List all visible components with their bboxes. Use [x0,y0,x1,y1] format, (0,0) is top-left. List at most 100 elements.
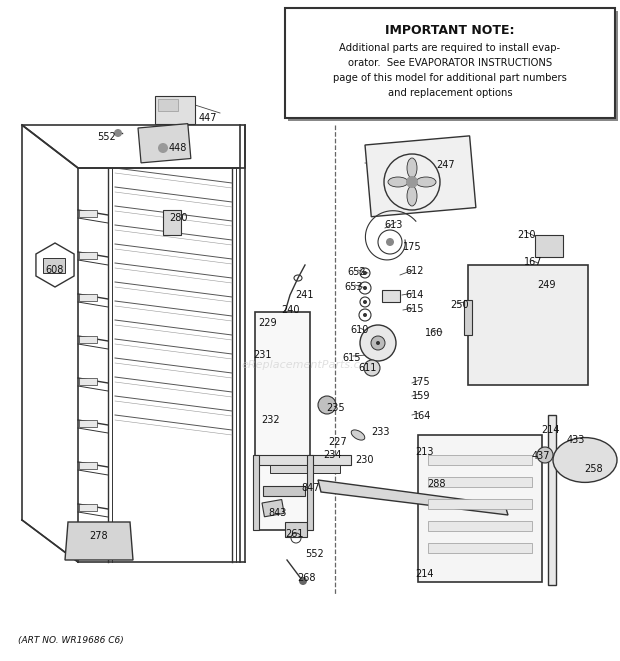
Circle shape [299,577,307,585]
Bar [285,522,307,537]
Bar [428,499,532,509]
Text: 437: 437 [532,451,551,461]
Bar [79,294,97,301]
Bar [288,11,618,121]
Bar [468,265,588,385]
Text: 261: 261 [286,529,304,539]
Text: 233: 233 [371,427,389,437]
Text: 612: 612 [405,266,424,276]
Text: 615: 615 [405,304,424,314]
Text: orator.  See EVAPORATOR INSTRUCTIONS: orator. See EVAPORATOR INSTRUCTIONS [348,58,552,68]
Text: Additional parts are required to install evap-: Additional parts are required to install… [339,43,560,53]
Bar [428,477,532,487]
Polygon shape [65,522,133,560]
Bar [464,300,472,335]
Text: 448: 448 [169,143,187,153]
Text: 552: 552 [97,132,117,142]
Bar [535,235,563,257]
Bar [262,500,284,517]
Text: 234: 234 [323,450,341,460]
Bar [285,8,615,118]
Bar [79,420,97,427]
Text: 214: 214 [415,569,433,579]
Text: 613: 613 [385,220,403,230]
Text: page of this model for additional part numbers: page of this model for additional part n… [333,73,567,83]
Bar [270,465,340,473]
Bar [79,504,97,511]
Bar [428,455,532,465]
Circle shape [371,336,385,350]
Bar [256,455,351,465]
Bar [548,415,556,585]
Bar [365,136,476,217]
Circle shape [537,447,553,463]
Text: 608: 608 [46,265,64,275]
Bar [138,124,191,163]
Text: 250: 250 [451,300,469,310]
Bar [79,378,97,385]
Text: 160: 160 [425,328,443,338]
Bar [163,210,181,235]
Text: 213: 213 [415,447,433,457]
Text: 164: 164 [413,411,431,421]
Text: 227: 227 [329,437,347,447]
Text: 280: 280 [169,213,187,223]
Text: 843: 843 [269,508,287,518]
Text: 258: 258 [585,464,603,474]
Text: 611: 611 [359,363,377,373]
Circle shape [114,129,122,137]
Ellipse shape [388,177,408,187]
Bar [428,543,532,553]
Bar [307,455,313,530]
Bar [263,486,305,496]
Ellipse shape [351,430,365,440]
Circle shape [363,300,367,304]
Text: 232: 232 [262,415,280,425]
Circle shape [360,325,396,361]
Text: 214: 214 [542,425,560,435]
Text: 288: 288 [428,479,446,489]
Text: IMPORTANT NOTE:: IMPORTANT NOTE: [385,24,515,36]
Circle shape [363,313,367,317]
Text: 249: 249 [538,280,556,290]
Text: 175: 175 [402,242,422,252]
Ellipse shape [407,186,417,206]
Bar [79,210,97,217]
Text: 175: 175 [412,377,430,387]
Bar [79,336,97,343]
Text: 278: 278 [90,531,108,541]
Text: 247: 247 [436,160,455,170]
Text: 614: 614 [406,290,424,300]
Circle shape [318,396,336,414]
Text: 268: 268 [298,573,316,583]
Bar [79,462,97,469]
Ellipse shape [407,158,417,178]
Circle shape [363,286,367,290]
Bar [43,258,65,273]
Bar [255,312,310,530]
Text: (ART NO. WR19686 C6): (ART NO. WR19686 C6) [18,636,124,645]
Circle shape [363,271,367,275]
Bar [382,290,400,302]
Text: 230: 230 [356,455,374,465]
Circle shape [376,341,380,345]
Bar [158,99,178,111]
Circle shape [406,176,418,188]
Text: and replacement options: and replacement options [388,88,512,98]
Text: 653: 653 [345,282,363,292]
Text: 552: 552 [306,549,324,559]
Text: 447: 447 [199,113,217,123]
Text: 652: 652 [348,267,366,277]
Bar [428,521,532,531]
Bar [418,435,542,582]
Bar [79,252,97,259]
Ellipse shape [416,177,436,187]
Text: 235: 235 [327,403,345,413]
Text: 231: 231 [254,350,272,360]
Text: 229: 229 [259,318,277,328]
Text: 210: 210 [518,230,536,240]
Text: 240: 240 [281,305,300,315]
Bar [253,455,259,530]
Text: 610: 610 [351,325,369,335]
Ellipse shape [553,438,617,483]
